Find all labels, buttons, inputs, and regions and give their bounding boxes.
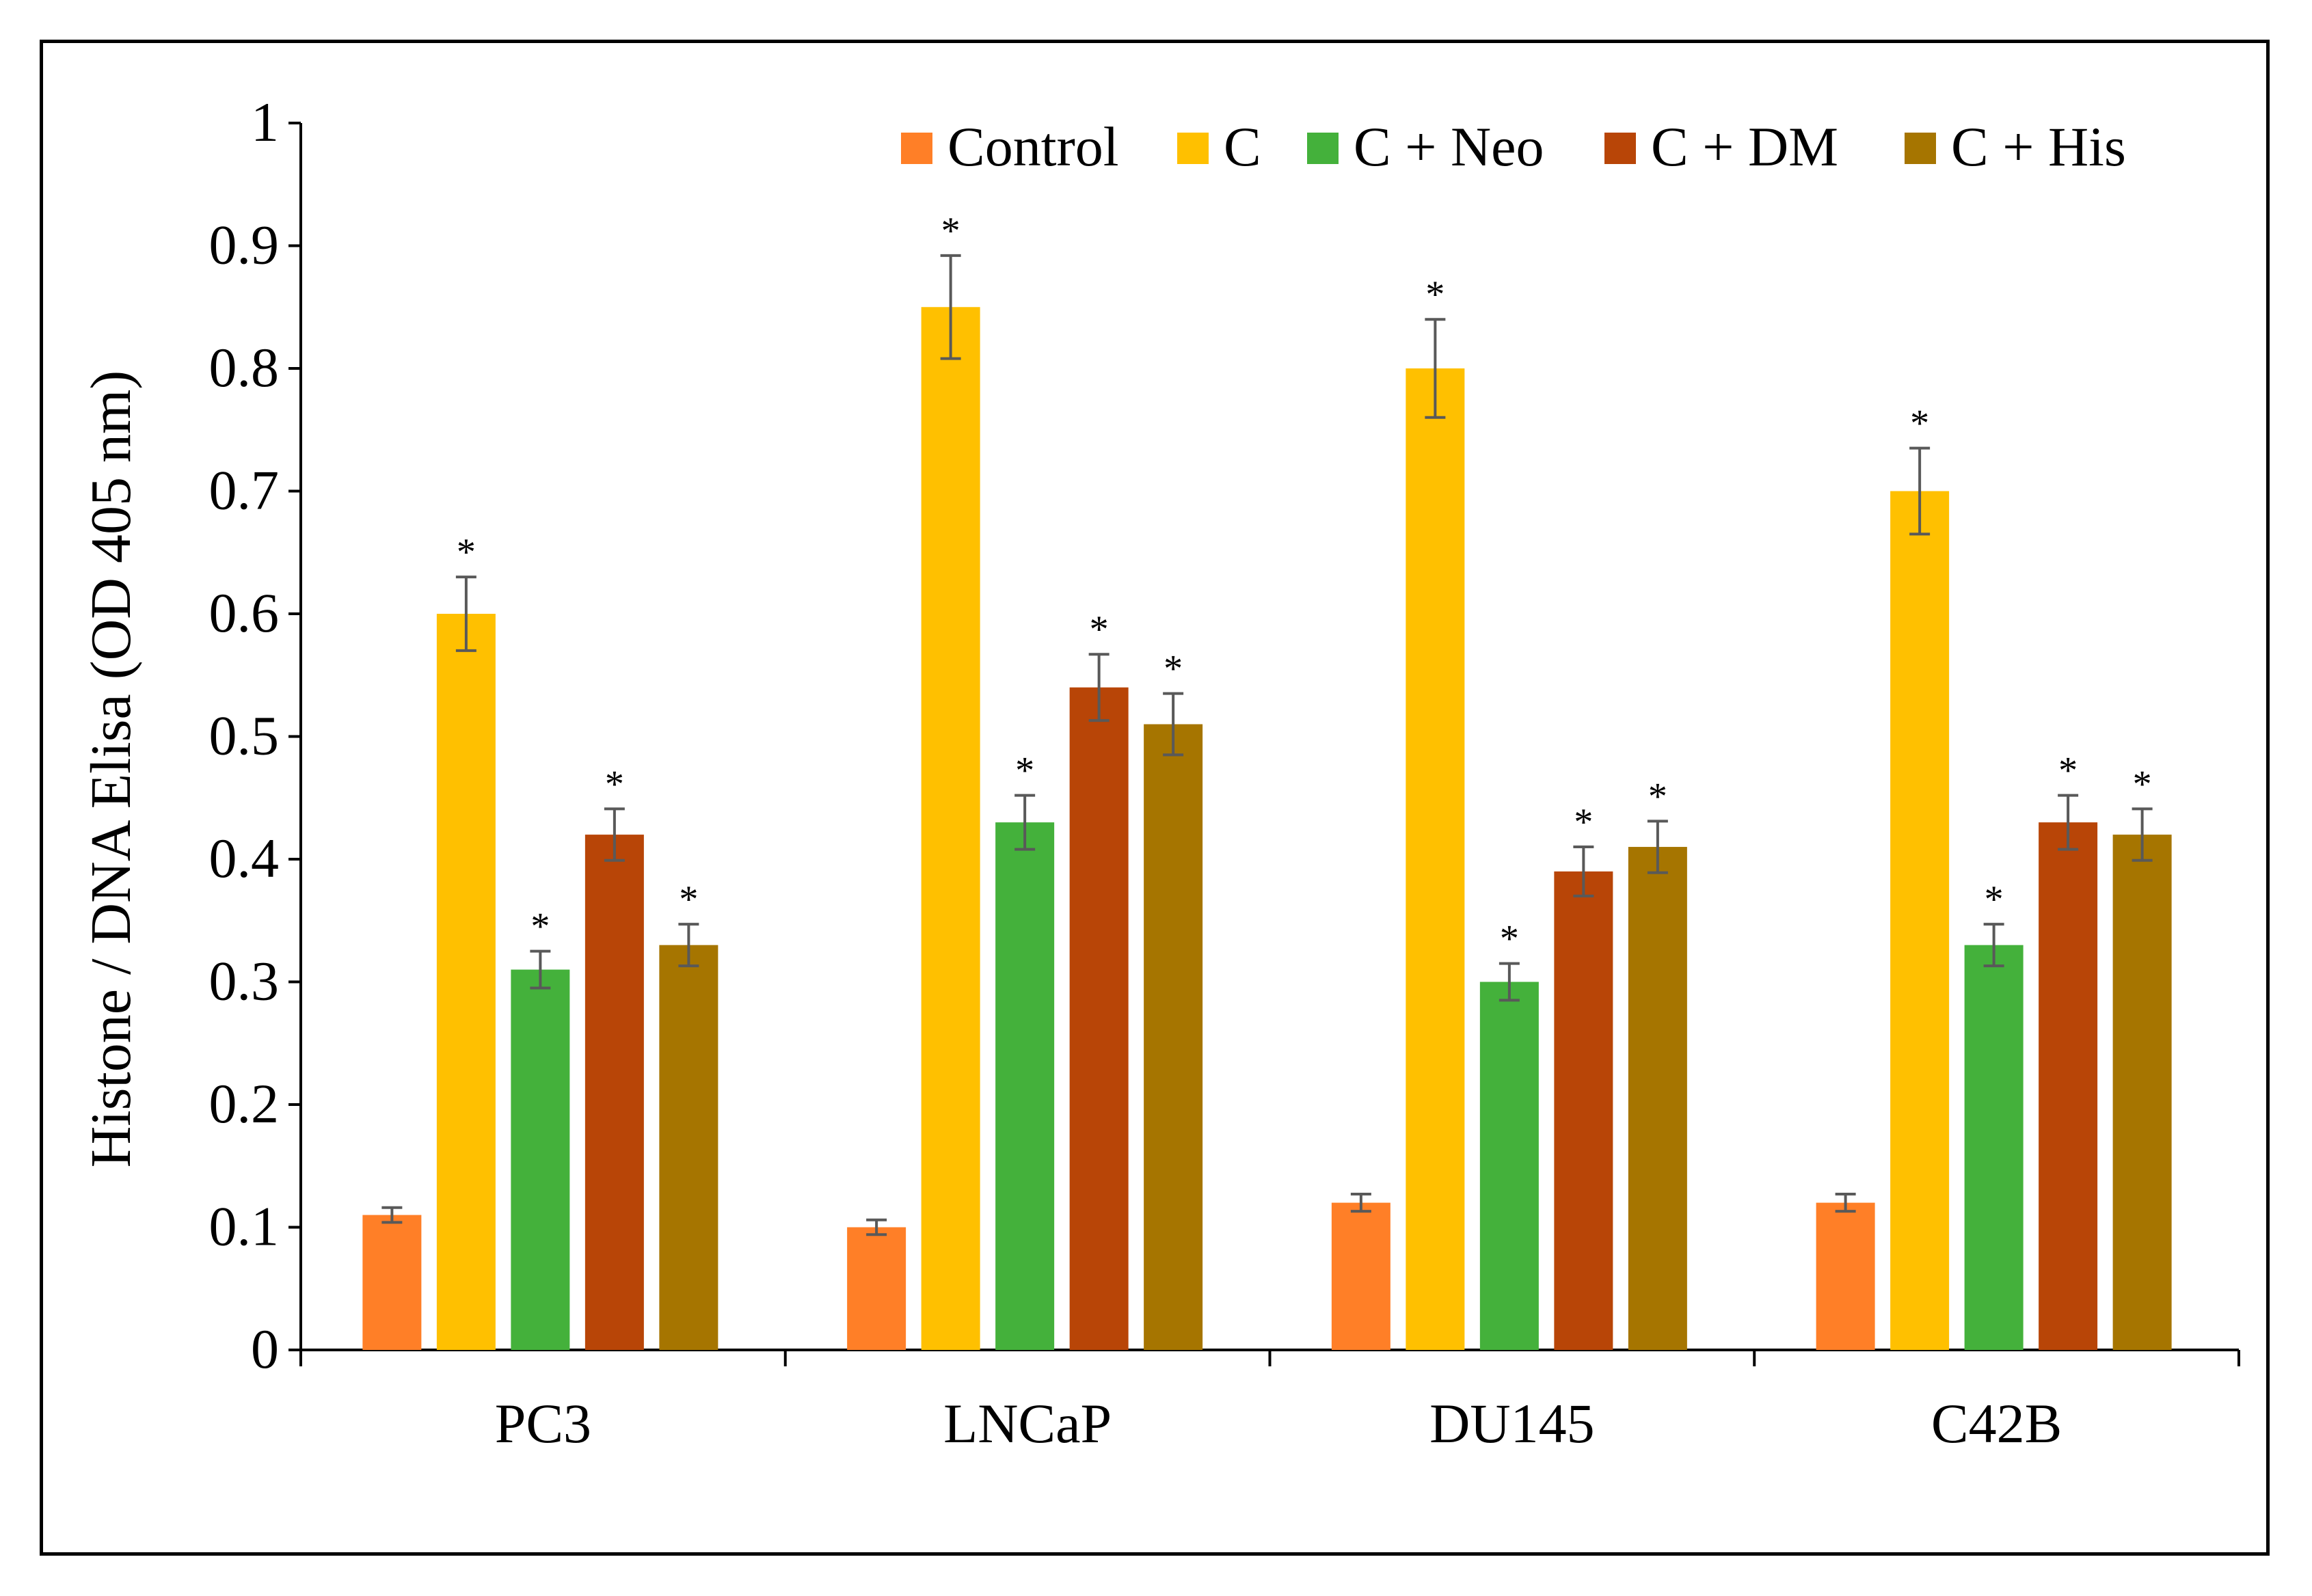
legend-label: C + His <box>1951 116 2126 178</box>
legend: Control C C + Neo C + DM C + His <box>901 116 2126 178</box>
bar <box>2112 835 2172 1350</box>
significance-marker: * <box>1574 801 1593 843</box>
legend-swatch <box>1177 133 1209 164</box>
bars <box>362 307 2172 1350</box>
bar <box>1890 491 1950 1350</box>
x-tick-label: DU145 <box>1429 1392 1594 1455</box>
x-tick-label: PC3 <box>495 1392 591 1455</box>
bar <box>2039 822 2098 1350</box>
legend-swatch <box>1604 133 1636 164</box>
significance-marker: * <box>2058 750 2078 792</box>
significance-marker: * <box>457 531 476 573</box>
y-tick-label: 0.2 <box>209 1072 280 1135</box>
bar <box>1144 724 1203 1350</box>
significance-marker: * <box>2133 763 2152 805</box>
bar <box>847 1227 906 1350</box>
legend-swatch <box>1307 133 1339 164</box>
significance-marker: * <box>1090 608 1109 651</box>
legend-swatch <box>901 133 932 164</box>
legend-swatch <box>1905 133 1936 164</box>
significance-marker: * <box>941 210 960 252</box>
y-tick-label: 0.9 <box>209 214 280 276</box>
y-tick-label: 0 <box>251 1318 279 1380</box>
significance-marker: * <box>1015 750 1034 792</box>
x-tick-label: C42B <box>1931 1392 2062 1455</box>
y-tick-label: 0.7 <box>209 459 280 522</box>
y-tick-label: 0.3 <box>209 950 280 1012</box>
bar <box>511 969 570 1350</box>
bar <box>1479 982 1539 1350</box>
y-axis-label: Histone / DNA Elisa (OD 405 nm) <box>79 370 143 1168</box>
legend-label: Control <box>947 116 1119 178</box>
bar <box>1406 368 1465 1350</box>
significance-marker: * <box>1985 878 2004 921</box>
x-tick-label: LNCaP <box>943 1392 1112 1455</box>
y-tick-label: 1 <box>251 91 279 153</box>
bar <box>1628 847 1687 1350</box>
legend-label: C <box>1224 116 1261 178</box>
significance-marker: * <box>1425 273 1444 316</box>
bar <box>921 307 980 1350</box>
error-bars <box>381 254 2153 1236</box>
significance-marker: * <box>1500 918 1519 960</box>
bar <box>659 945 718 1350</box>
y-tick-label: 0.4 <box>209 827 280 889</box>
significance-marker: * <box>1648 775 1667 817</box>
bar <box>1554 871 1613 1350</box>
y-tick-label: 0.8 <box>209 336 280 398</box>
significance-marker: * <box>530 906 550 948</box>
bar <box>1964 945 2024 1350</box>
significance-marker: * <box>1164 648 1183 690</box>
labels: 0 0.1 0.2 0.3 0.4 0.5 0.6 0.7 0.8 0.9 1 * * * * PC3 * * * *… <box>209 91 2152 1455</box>
legend-label: C + DM <box>1651 116 1838 178</box>
bar <box>1331 1202 1390 1350</box>
significance-marker: * <box>1910 403 1929 445</box>
bar <box>1069 687 1129 1350</box>
legend-label: C + Neo <box>1354 116 1544 178</box>
bar <box>436 614 496 1350</box>
bar <box>995 822 1055 1350</box>
chart-frame <box>40 40 2270 1556</box>
y-tick-label: 0.1 <box>209 1195 280 1258</box>
bar <box>1816 1202 1875 1350</box>
y-tick-label: 0.6 <box>209 582 280 644</box>
significance-marker: * <box>605 763 624 805</box>
y-tick-label: 0.5 <box>209 705 280 767</box>
significance-marker: * <box>679 878 698 921</box>
bar <box>362 1215 422 1350</box>
bar <box>584 835 644 1350</box>
